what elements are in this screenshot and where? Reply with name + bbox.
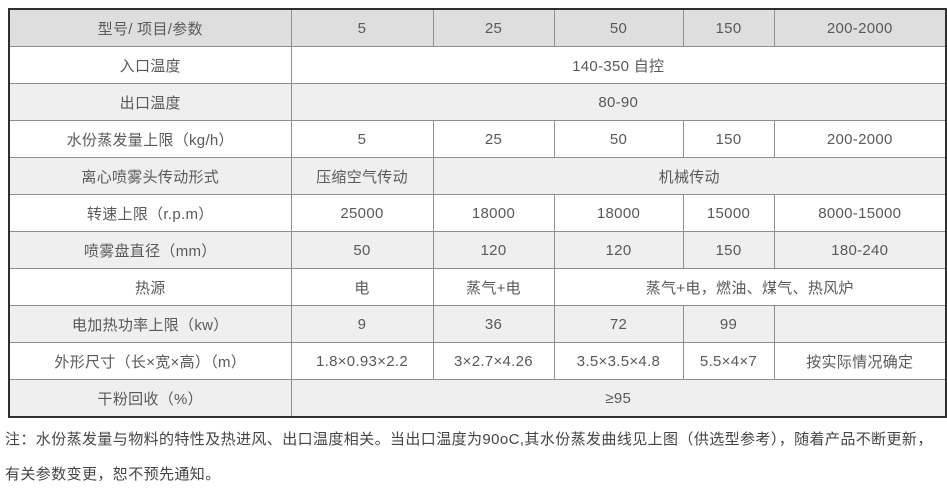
value-cell: 99 — [682, 305, 775, 343]
value-cell: 1.8×0.93×2.2 — [290, 342, 434, 380]
table-row: 热源电蒸气+电 蒸气+电，燃油、煤气、热风炉 — [8, 268, 947, 306]
value-cell: 9 — [290, 305, 434, 343]
table-row: 离心喷雾头传动形式 压缩空气传动 机械传动 — [8, 157, 947, 195]
table-row: 水份蒸发量上限（kg/h） 5 25 50 150 200-2000 — [8, 120, 947, 158]
spec-table: 型号/ 项目/参数 5 25 50 150 200-2000 入口温度 140-350 自控出… — [8, 8, 947, 418]
value-cell: 200-2000 — [773, 120, 947, 158]
row-label-cell: 喷雾盘直径（mm） — [8, 231, 292, 269]
row-label-cell: 入口温度 — [8, 46, 292, 84]
value-cell: 15000 — [682, 194, 775, 232]
value-cell: 机械传动 — [432, 157, 947, 195]
row-label-cell: 热源 — [8, 268, 292, 306]
note-text: 注：水份蒸发量与物料的特性及热进风、出口温度相关。当出口温度为90oC,其水份蒸… — [5, 431, 933, 483]
value-cell: 150 — [682, 120, 775, 158]
row-label-cell: 外形尺寸（长×宽×高）（m） — [8, 342, 292, 380]
value-cell: 5 — [290, 120, 434, 158]
value-cell — [773, 305, 947, 343]
value-cell: 蒸气+电 — [432, 268, 555, 306]
header-cell: 200-2000 — [773, 8, 947, 47]
value-cell: ≥95 — [290, 379, 947, 418]
table-row: 转速上限（r.p.m） 25000 18000 18000 15000 8000-1500… — [8, 194, 947, 232]
table-row: 喷雾盘直径（mm） 50 120 120 150 180-240 — [8, 231, 947, 269]
value-cell: 72 — [553, 305, 684, 343]
row-label-cell: 出口温度 — [8, 83, 292, 121]
value-cell: 25 — [432, 120, 555, 158]
header-cell: 50 — [553, 8, 684, 47]
table-row: 干粉回收（%） ≥95 — [8, 379, 947, 418]
value-cell: 50 — [553, 120, 684, 158]
value-cell: 36 — [432, 305, 555, 343]
value-cell: 8000-15000 — [773, 194, 947, 232]
value-cell: 18000 — [553, 194, 684, 232]
header-row: 型号/ 项目/参数 5 25 50 150 200-2000 — [8, 8, 947, 47]
value-cell: 80-90 — [290, 83, 947, 121]
table-row: 外形尺寸（长×宽×高）（m） 1.8×0.93×2.2 3×2.7×4.26 3.5×… — [8, 342, 947, 380]
header-cell: 5 — [290, 8, 434, 47]
value-cell: 120 — [553, 231, 684, 269]
value-cell: 180-240 — [773, 231, 947, 269]
value-cell: 蒸气+电，燃油、煤气、热风炉 — [553, 268, 947, 306]
value-cell: 50 — [290, 231, 434, 269]
header-cell: 型号/ 项目/参数 — [8, 8, 292, 47]
row-label-cell: 电加热功率上限（kw） — [8, 305, 292, 343]
row-label-cell: 干粉回收（%） — [8, 379, 292, 418]
value-cell: 3×2.7×4.26 — [432, 342, 555, 380]
table-row: 出口温度 80-90 — [8, 83, 947, 121]
row-label-cell: 离心喷雾头传动形式 — [8, 157, 292, 195]
value-cell: 120 — [432, 231, 555, 269]
row-label-cell: 转速上限（r.p.m） — [8, 194, 292, 232]
value-cell: 18000 — [432, 194, 555, 232]
value-cell: 压缩空气传动 — [290, 157, 434, 195]
value-cell: 150 — [682, 231, 775, 269]
value-cell: 按实际情况确定 — [773, 342, 947, 380]
spec-table-body: 型号/ 项目/参数 5 25 50 150 200-2000 入口温度 140-350 自控出… — [8, 8, 947, 418]
value-cell: 25000 — [290, 194, 434, 232]
value-cell: 140-350 自控 — [290, 46, 947, 84]
table-row: 电加热功率上限（kw） 9 36 72 99 — [8, 305, 947, 343]
header-cell: 25 — [432, 8, 555, 47]
value-cell: 5.5×4×7 — [682, 342, 775, 380]
value-cell: 电 — [290, 268, 434, 306]
value-cell: 3.5×3.5×4.8 — [553, 342, 684, 380]
header-cell: 150 — [682, 8, 775, 47]
table-row: 入口温度 140-350 自控 — [8, 46, 947, 84]
row-label-cell: 水份蒸发量上限（kg/h） — [8, 120, 292, 158]
